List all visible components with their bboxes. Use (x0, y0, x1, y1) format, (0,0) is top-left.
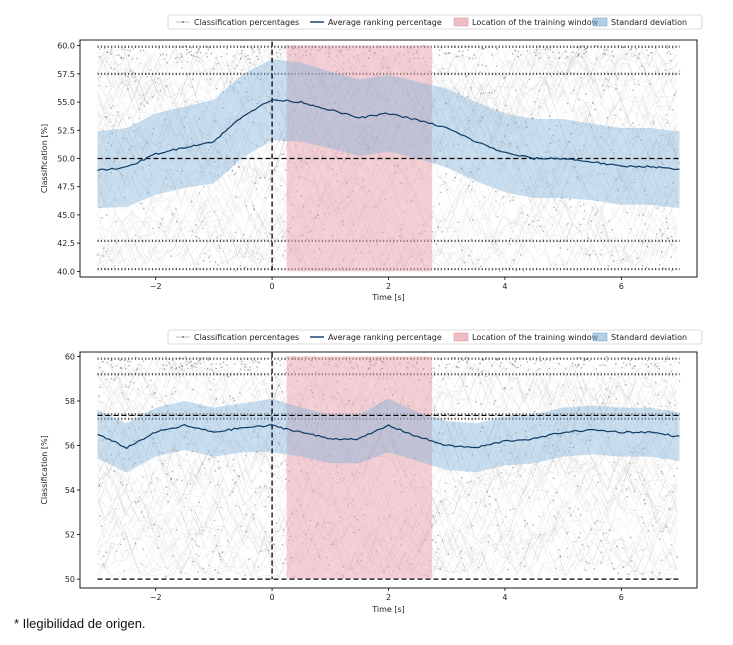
x-tick-label: −2 (150, 282, 162, 291)
y-tick-label: 42.5 (57, 239, 75, 248)
chart-panel-2: −2 0 2 4 6 50 52 54 56 58 60 Time [s] Classification… (40, 329, 703, 614)
y-tick-label: 60.0 (57, 42, 75, 51)
legend-item: Average ranking percentage (310, 18, 442, 27)
y-tick-label: 58 (65, 397, 75, 406)
legend-label: Standard deviation (611, 18, 687, 27)
legend: Classification percentages Average rankin… (167, 14, 703, 30)
plot-area (96, 41, 681, 273)
y-tick-label: 55.0 (57, 98, 75, 107)
legend: Classification percentages Average rankin… (167, 329, 703, 345)
x-tick-label: 6 (619, 282, 624, 291)
legend-label: Location of the training window (472, 333, 599, 342)
average-ranking-line (97, 99, 680, 172)
training-window (286, 45, 433, 272)
legend-label: Average ranking percentage (328, 333, 442, 342)
legend-blue-swatch (592, 17, 608, 27)
y-tick-label: 45.0 (57, 211, 75, 220)
y-axis-label: Classification [%] (40, 435, 49, 504)
legend-label: Classification percentages (194, 18, 299, 27)
y-tick-label: 54 (65, 486, 75, 495)
legend-label: Average ranking percentage (328, 18, 442, 27)
legend-item: Classification percentages (176, 18, 299, 27)
x-tick-label: 4 (502, 593, 507, 602)
y-tick-label: 57.5 (57, 70, 75, 79)
y-tick-label: 60 (65, 352, 75, 361)
x-tick-label: 2 (386, 593, 391, 602)
y-tick-label: 52 (65, 531, 75, 540)
legend-box (167, 14, 703, 30)
legend-item: Average ranking percentage (310, 333, 442, 342)
y-tick-label: 52.5 (57, 126, 75, 135)
training-window (286, 356, 433, 580)
x-tick-label: −2 (150, 593, 162, 602)
x-axis-label: Time [s] (371, 293, 405, 302)
legend-label: Classification percentages (194, 333, 299, 342)
x-tick-label: 4 (502, 282, 507, 291)
legend-item: Classification percentages (176, 333, 299, 342)
x-tick-label: 2 (386, 282, 391, 291)
y-tick-label: 50 (65, 575, 75, 584)
legend-red-swatch (453, 17, 469, 27)
legend-item: Location of the training window (453, 17, 599, 27)
legend-box (167, 329, 703, 345)
x-axis-label: Time [s] (371, 605, 405, 614)
footnote: * Ilegibilidad de origen. (14, 616, 146, 631)
standard-deviation-band (97, 398, 680, 473)
y-axis-label: Classification [%] (40, 124, 49, 193)
legend-blue-swatch (592, 332, 608, 342)
legend-item: Location of the training window (453, 332, 599, 342)
legend-label: Standard deviation (611, 333, 687, 342)
standard-deviation-band (97, 59, 680, 209)
legend-item: Standard deviation (592, 17, 687, 27)
chart-panel-1: −2 0 2 4 6 40.0 42.5 45.0 47.5 50.0 52.5 55.0 57.5 60… (40, 14, 703, 302)
y-tick-label: 56 (65, 442, 75, 451)
x-tick-label: 6 (619, 593, 624, 602)
x-tick-label: 0 (270, 593, 275, 602)
x-tick-label: 0 (270, 282, 275, 291)
average-ranking-line (97, 424, 680, 450)
y-tick-label: 40.0 (57, 267, 75, 276)
y-tick-label: 47.5 (57, 183, 75, 192)
y-tick-label: 50.0 (57, 155, 75, 164)
legend-label: Location of the training window (472, 18, 599, 27)
legend-item: Standard deviation (592, 332, 687, 342)
legend-red-swatch (453, 332, 469, 342)
plot-area (97, 352, 681, 580)
